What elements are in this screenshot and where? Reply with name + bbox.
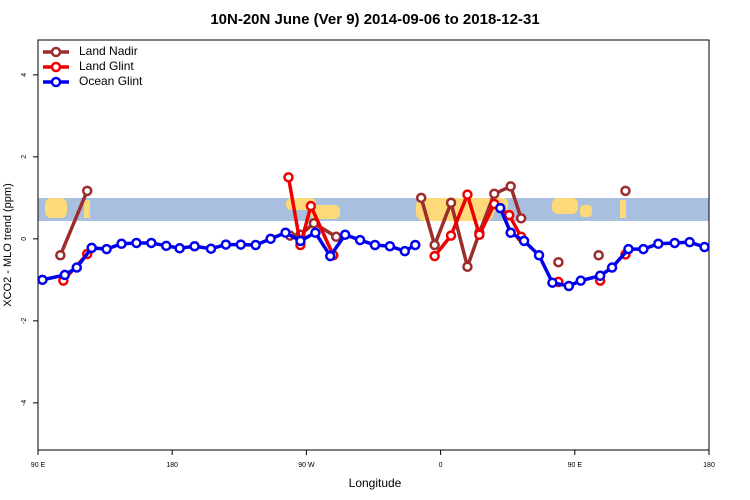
x-tick-label: 90 E: [31, 462, 46, 469]
point: [265, 233, 276, 245]
point: [399, 245, 411, 257]
point: [699, 241, 710, 253]
y-tick-label: -2: [21, 318, 28, 324]
legend-label: Ocean Glint: [79, 74, 143, 88]
point: [205, 243, 217, 254]
point: [653, 238, 664, 250]
point: [547, 277, 558, 288]
map-band: [38, 198, 709, 221]
point: [494, 202, 506, 214]
point: [462, 261, 473, 272]
point: [489, 188, 500, 199]
point: [283, 172, 294, 183]
point: [174, 243, 185, 254]
y-tick-label: -4: [21, 400, 28, 406]
x-tick-label: 0: [439, 462, 443, 469]
point: [160, 240, 172, 252]
x-tick-label: 90 W: [298, 462, 315, 469]
point: [445, 230, 457, 241]
y-tick-label: 0: [21, 237, 28, 241]
point: [638, 243, 649, 255]
point: [606, 262, 618, 273]
point: [325, 250, 336, 262]
point: [623, 243, 634, 255]
point: [505, 227, 516, 238]
x-tick-label: 180: [703, 462, 715, 469]
y-tick-label: 2: [21, 155, 28, 159]
point: [553, 256, 564, 268]
point: [593, 250, 604, 261]
point: [131, 237, 142, 249]
point: [533, 250, 545, 261]
point: [189, 240, 200, 252]
legend-label: Land Nadir: [79, 44, 138, 58]
point: [37, 274, 48, 286]
y-axis-label: XCO2 - MLO trend (ppm): [2, 183, 14, 306]
point: [410, 239, 421, 251]
point: [563, 280, 575, 292]
point: [146, 237, 157, 249]
point: [55, 250, 66, 261]
point: [369, 239, 381, 251]
point: [384, 240, 396, 252]
point: [505, 181, 516, 192]
legend-marker: [50, 76, 62, 88]
point: [515, 213, 527, 224]
point: [280, 227, 291, 238]
point: [220, 239, 232, 250]
point: [462, 189, 473, 200]
point: [250, 239, 261, 251]
point: [330, 231, 342, 243]
x-tick-label: 90 E: [568, 462, 583, 469]
point: [503, 209, 515, 221]
point: [86, 242, 97, 254]
point: [116, 238, 127, 250]
point: [235, 239, 247, 250]
point: [669, 237, 680, 249]
legend-marker: [50, 46, 62, 58]
point: [295, 235, 306, 247]
x-axis-label: Longitude: [349, 476, 402, 490]
point: [339, 229, 351, 240]
x-tick-label: 180: [166, 462, 178, 469]
legend-marker: [50, 61, 62, 73]
point: [684, 236, 695, 248]
point: [59, 269, 71, 281]
point: [310, 227, 321, 238]
point: [429, 250, 440, 262]
point: [620, 185, 631, 197]
y-tick-label: 4: [21, 73, 28, 77]
point: [305, 200, 317, 212]
point: [71, 262, 83, 273]
point: [81, 185, 93, 197]
point: [575, 275, 587, 286]
point: [101, 243, 112, 255]
chart-title: 10N-20N June (Ver 9) 2014-09-06 to 2018-…: [210, 11, 539, 28]
legend-label: Land Glint: [79, 59, 134, 73]
point: [415, 192, 427, 204]
series-line: [63, 177, 625, 280]
point: [429, 239, 440, 251]
point: [594, 270, 606, 281]
point: [474, 229, 485, 240]
point: [354, 234, 366, 246]
point: [445, 197, 457, 209]
point: [518, 235, 530, 247]
